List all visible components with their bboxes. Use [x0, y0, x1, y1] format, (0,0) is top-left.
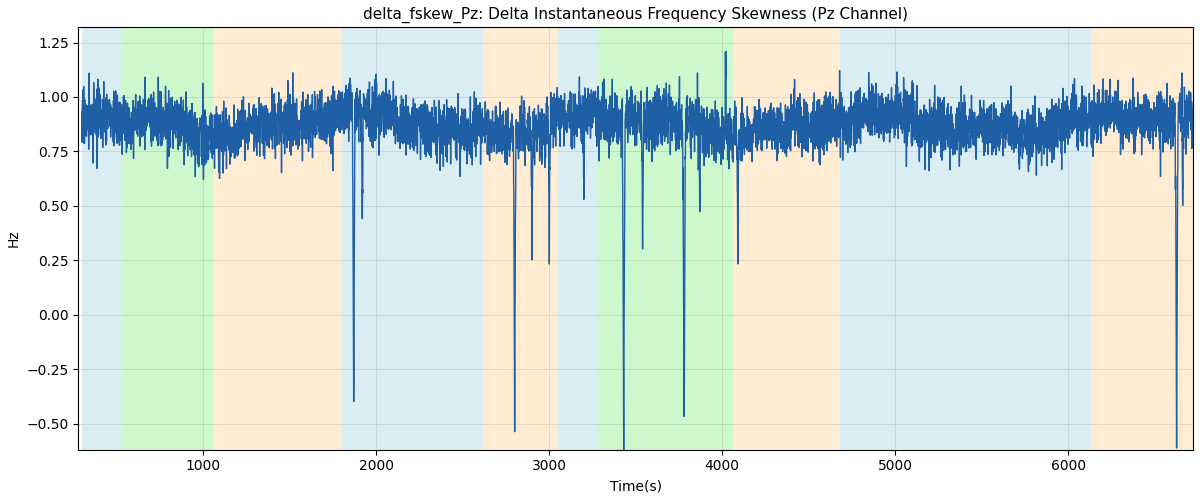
Bar: [840, 28, 1091, 450]
Bar: [484, 28, 558, 450]
Y-axis label: Hz: Hz: [7, 230, 20, 248]
Bar: [733, 28, 840, 450]
Bar: [121, 28, 214, 450]
Bar: [342, 28, 484, 450]
Bar: [1091, 28, 1193, 450]
Bar: [558, 28, 598, 450]
Bar: [214, 28, 342, 450]
Title: delta_fskew_Pz: Delta Instantaneous Frequency Skewness (Pz Channel): delta_fskew_Pz: Delta Instantaneous Freq…: [364, 7, 908, 23]
Bar: [82, 28, 121, 450]
X-axis label: Time(s): Time(s): [610, 479, 661, 493]
Bar: [598, 28, 733, 450]
